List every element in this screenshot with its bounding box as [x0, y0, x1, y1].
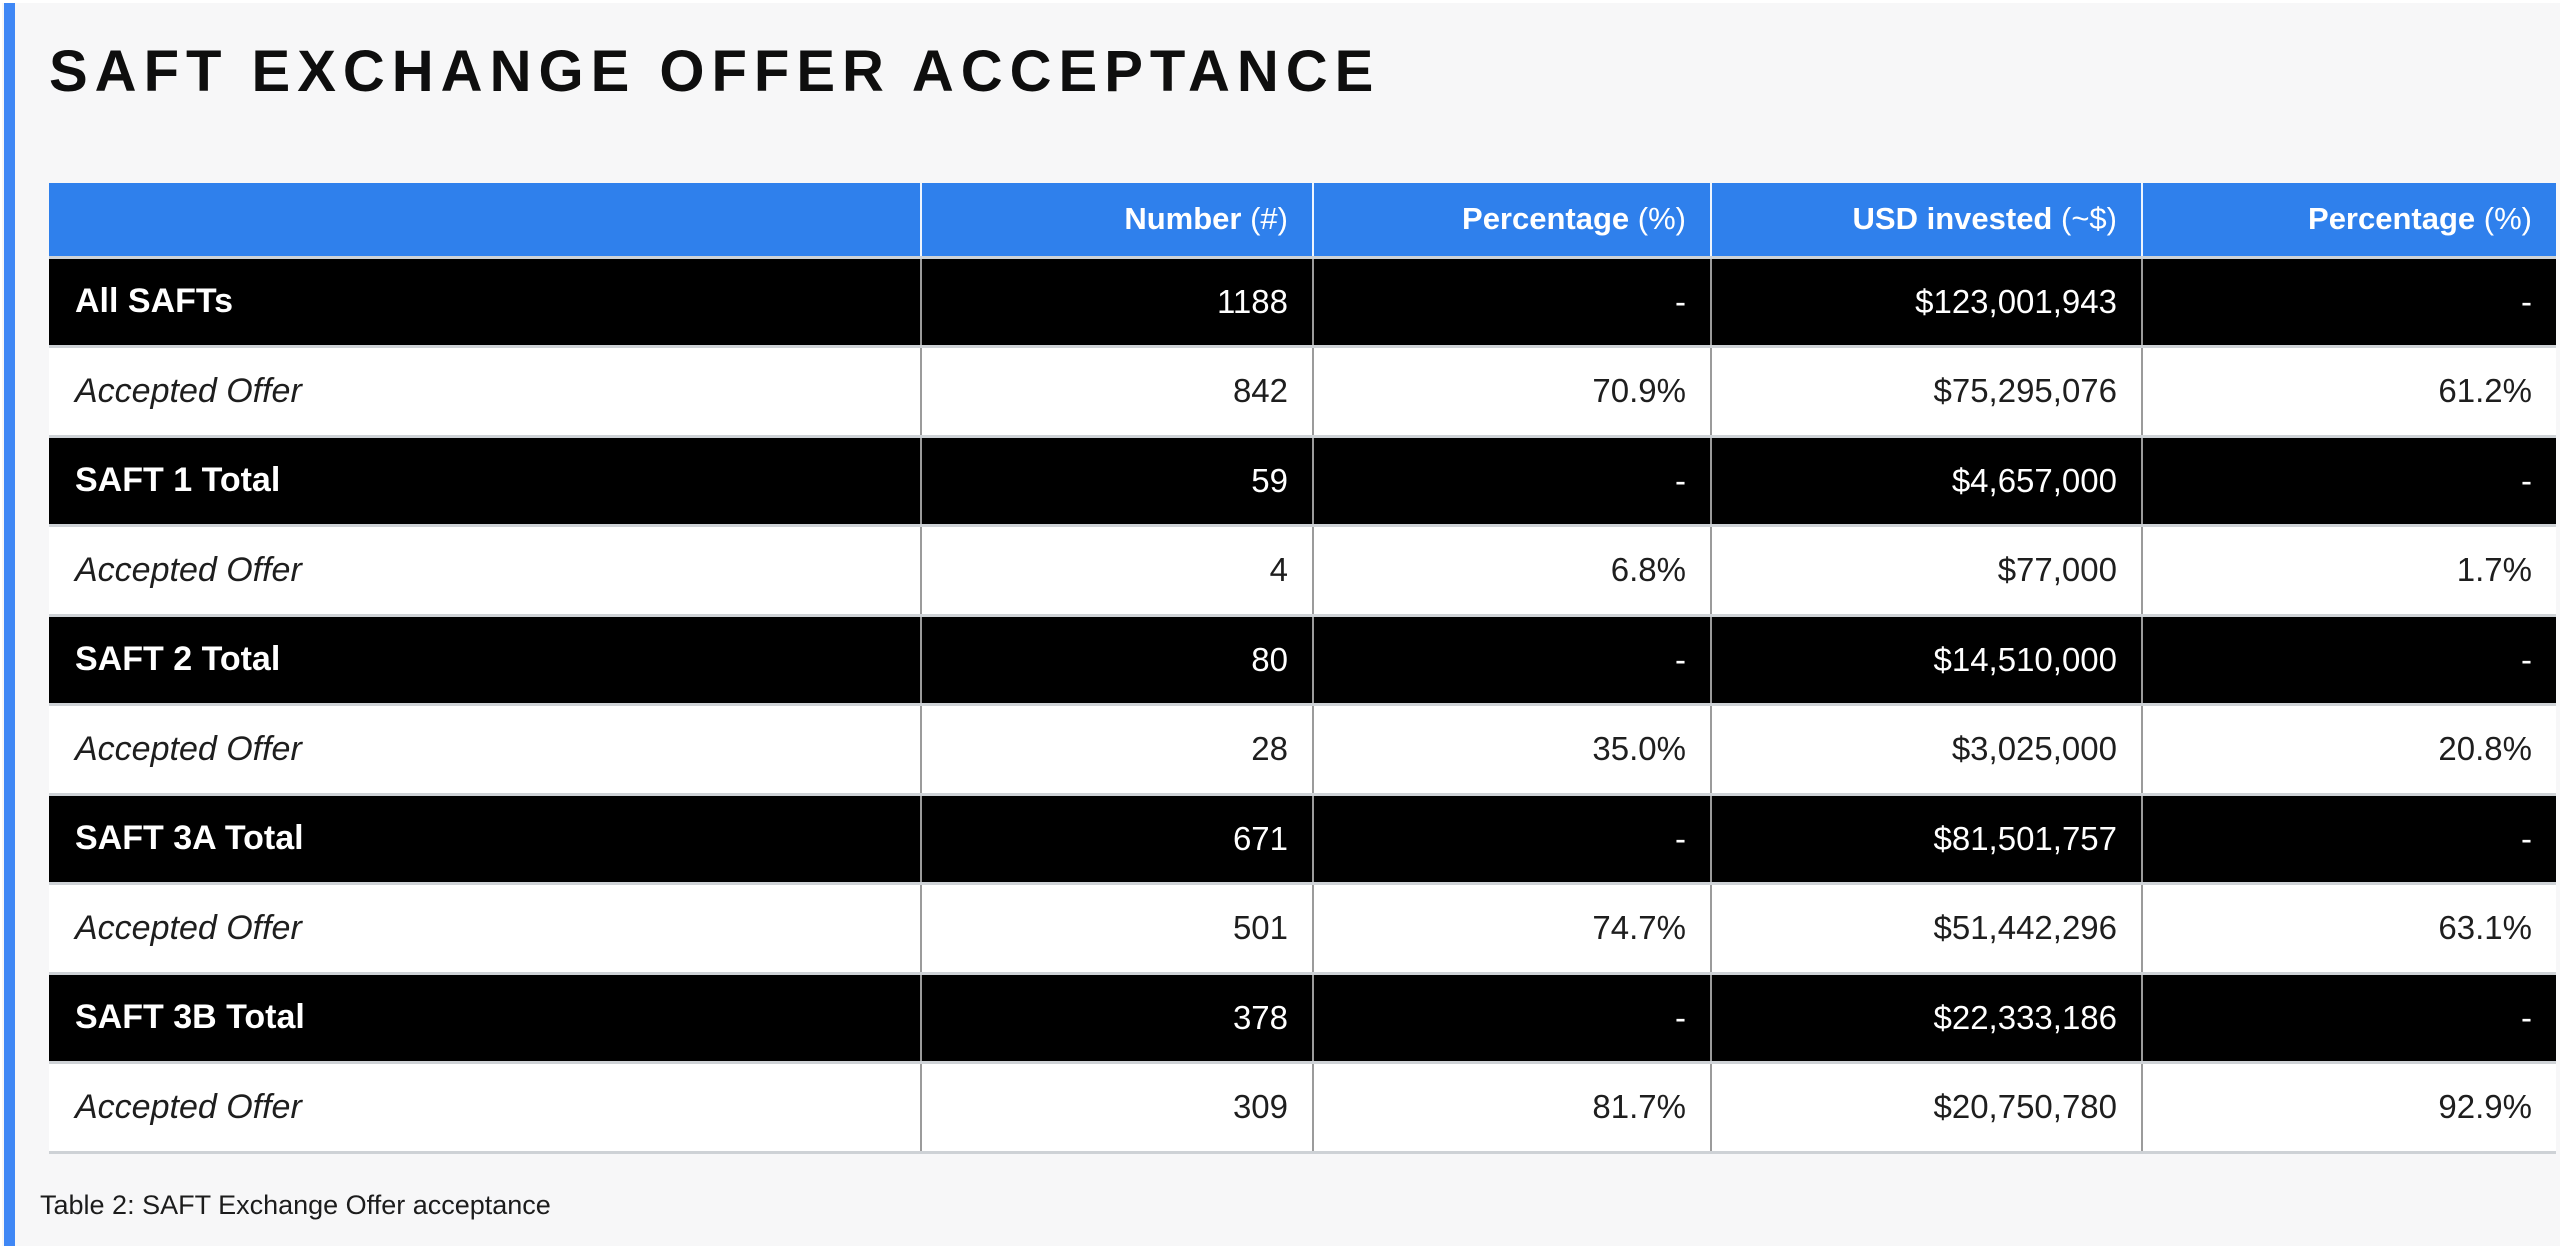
table-row-accepted-offer: Accepted Offer 501 74.7% $51,442,296 63.… [49, 883, 2556, 975]
usd-cell: $81,501,757 [1711, 794, 2143, 885]
table-caption: Table 2: SAFT Exchange Offer acceptance [40, 1190, 551, 1220]
row-label-cell: SAFT 2 Total [49, 615, 922, 706]
number-cell: 28 [921, 704, 1314, 796]
number-cell: 59 [921, 436, 1314, 527]
percentage2-cell: - [2142, 257, 2556, 348]
table-header-row: Number (#) Percentage (%) USD invested (… [49, 183, 2556, 259]
usd-cell: $20,750,780 [1711, 1062, 2143, 1154]
percentage2-cell: - [2142, 973, 2556, 1064]
percentage2-cell: - [2142, 615, 2556, 706]
percentage2-cell: - [2142, 436, 2556, 527]
number-cell: 378 [921, 973, 1314, 1064]
percentage-cell: 74.7% [1313, 883, 1712, 975]
usd-cell: $123,001,943 [1711, 257, 2143, 348]
number-cell: 80 [921, 615, 1314, 706]
row-label-cell: SAFT 3A Total [49, 794, 922, 885]
percentage-cell: - [1313, 436, 1712, 527]
percentage-cell: - [1313, 257, 1712, 348]
percentage-cell: - [1313, 973, 1712, 1064]
percentage2-cell: 61.2% [2142, 346, 2556, 438]
number-cell: 4 [921, 525, 1314, 617]
header-percentage: Percentage (%) [1313, 183, 1712, 259]
row-label-cell: Accepted Offer [49, 346, 922, 438]
table-row-saft3a-total: SAFT 3A Total 671 - $81,501,757 - [49, 794, 2556, 885]
table-row-accepted-offer: Accepted Offer 28 35.0% $3,025,000 20.8% [49, 704, 2556, 796]
number-cell: 309 [921, 1062, 1314, 1154]
table-row-accepted-offer: Accepted Offer 842 70.9% $75,295,076 61.… [49, 346, 2556, 438]
table-row-all-safts: All SAFTs 1188 - $123,001,943 - [49, 257, 2556, 348]
percentage2-cell: 92.9% [2142, 1062, 2556, 1154]
header-percentage-2: Percentage (%) [2142, 183, 2556, 259]
percentage-cell: 70.9% [1313, 346, 1712, 438]
percentage2-cell: 1.7% [2142, 525, 2556, 617]
number-cell: 501 [921, 883, 1314, 975]
usd-cell: $51,442,296 [1711, 883, 2143, 975]
table-row-accepted-offer: Accepted Offer 309 81.7% $20,750,780 92.… [49, 1062, 2556, 1154]
percentage2-cell: 20.8% [2142, 704, 2556, 796]
percentage-cell: 6.8% [1313, 525, 1712, 617]
usd-cell: $77,000 [1711, 525, 2143, 617]
percentage-cell: 35.0% [1313, 704, 1712, 796]
usd-cell: $22,333,186 [1711, 973, 2143, 1064]
usd-cell: $4,657,000 [1711, 436, 2143, 527]
percentage-cell: - [1313, 794, 1712, 885]
row-label-cell: All SAFTs [49, 257, 922, 348]
usd-cell: $14,510,000 [1711, 615, 2143, 706]
percentage2-cell: - [2142, 794, 2556, 885]
header-empty-cell [49, 183, 922, 259]
row-label-cell: Accepted Offer [49, 525, 922, 617]
number-cell: 671 [921, 794, 1314, 885]
row-label-cell: Accepted Offer [49, 704, 922, 796]
table-row-saft1-total: SAFT 1 Total 59 - $4,657,000 - [49, 436, 2556, 527]
header-number: Number (#) [921, 183, 1314, 259]
row-label-cell: SAFT 3B Total [49, 973, 922, 1064]
table-row-saft2-total: SAFT 2 Total 80 - $14,510,000 - [49, 615, 2556, 706]
usd-cell: $3,025,000 [1711, 704, 2143, 796]
percentage-cell: - [1313, 615, 1712, 706]
percentage2-cell: 63.1% [2142, 883, 2556, 975]
row-label-cell: Accepted Offer [49, 1062, 922, 1154]
row-label-cell: SAFT 1 Total [49, 436, 922, 527]
header-usd-invested: USD invested (~$) [1711, 183, 2143, 259]
number-cell: 1188 [921, 257, 1314, 348]
number-cell: 842 [921, 346, 1314, 438]
percentage-cell: 81.7% [1313, 1062, 1712, 1154]
left-accent-bar [4, 3, 15, 1246]
row-label-cell: Accepted Offer [49, 883, 922, 975]
saft-acceptance-table: Number (#) Percentage (%) USD invested (… [49, 183, 2556, 1154]
table-row-saft3b-total: SAFT 3B Total 378 - $22,333,186 - [49, 973, 2556, 1064]
usd-cell: $75,295,076 [1711, 346, 2143, 438]
page-title: SAFT EXCHANGE OFFER ACCEPTANCE [49, 39, 1381, 104]
table-row-accepted-offer: Accepted Offer 4 6.8% $77,000 1.7% [49, 525, 2556, 617]
